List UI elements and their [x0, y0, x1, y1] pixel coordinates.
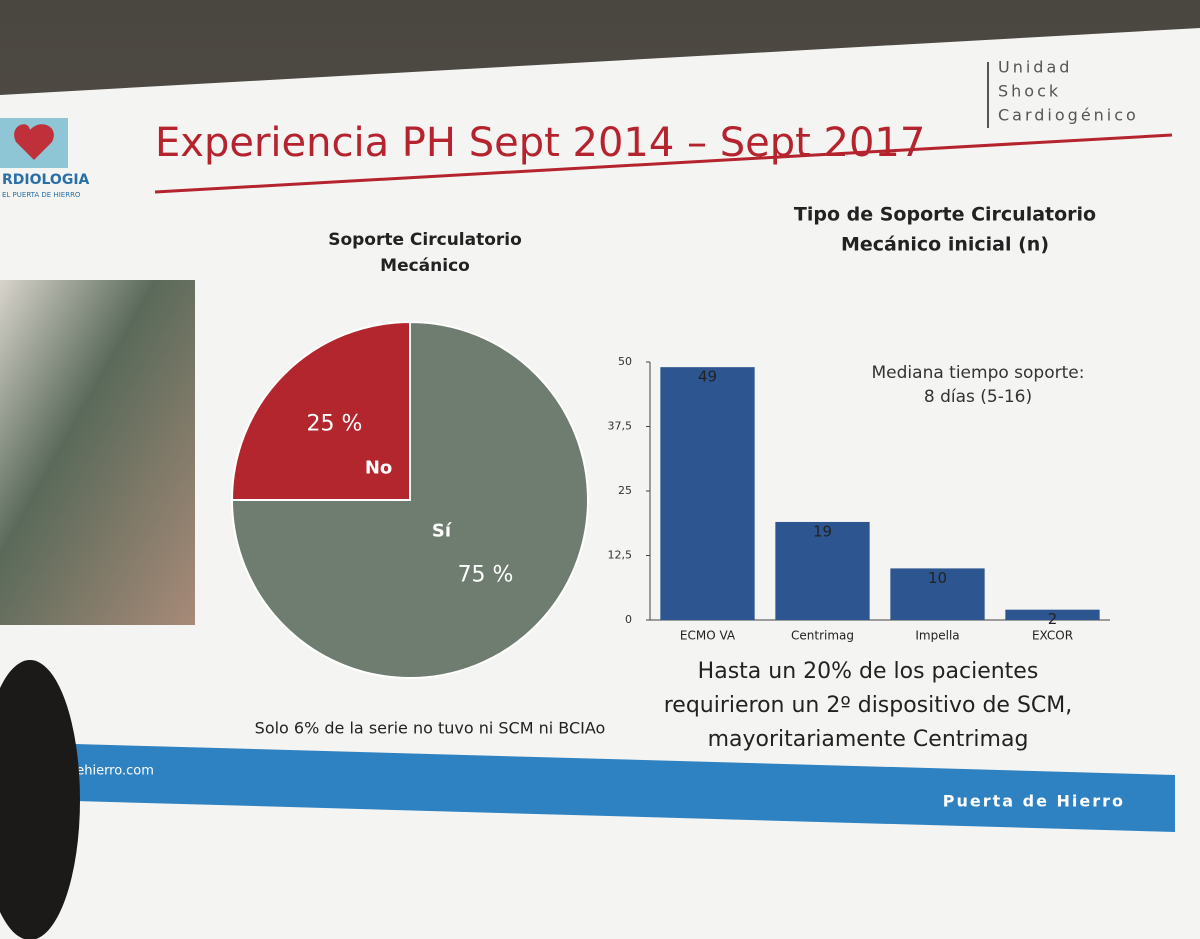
- chart-title: Tipo de Soporte Circulatorio: [794, 204, 1096, 226]
- bar-annotation: Mediana tiempo soporte:: [872, 363, 1085, 383]
- bar: [890, 568, 985, 620]
- title-rule: [154, 133, 1173, 194]
- y-tick-label: 12,5: [608, 549, 633, 562]
- x-tick-label: Impella: [915, 629, 959, 643]
- bar: [660, 367, 755, 620]
- x-tick-label: Centrimag: [791, 629, 854, 643]
- slide-title: Experiencia PH Sept 2014 – Sept 2017: [155, 120, 925, 166]
- heart-icon: [14, 124, 54, 160]
- chart-title: Soporte Circulatorio: [328, 230, 522, 250]
- presenter-silhouette: [0, 660, 80, 939]
- unit-logo-line: Unidad: [998, 58, 1072, 77]
- dept-logo-sub: EL PUERTA DE HIERRO: [2, 191, 81, 199]
- footer-band: [40, 743, 1175, 832]
- footer-brand: Puerta de Hierro: [943, 792, 1125, 811]
- unit-logo-line: Shock: [998, 82, 1061, 101]
- pie-note: Solo 6% de la serie no tuvo ni SCM ni BC…: [255, 719, 606, 738]
- x-tick-label: ECMO VA: [680, 629, 736, 643]
- data-label: 10: [928, 569, 947, 587]
- unit-logo-line: Cardiogénico: [998, 106, 1139, 125]
- data-label: 19: [813, 522, 832, 540]
- category-label: Sí: [432, 520, 452, 541]
- bar: [1005, 609, 1100, 620]
- pie-slice: [230, 320, 589, 679]
- chart-title: Mecánico inicial (n): [841, 234, 1049, 256]
- category-label: No: [365, 458, 392, 479]
- bar-note: Hasta un 20% de los pacientes: [698, 659, 1039, 684]
- x-tick-label: EXCOR: [1032, 629, 1073, 643]
- photo: [0, 280, 195, 625]
- pie-slice: [230, 320, 411, 501]
- value-label: 25 %: [307, 411, 363, 436]
- bar-note: requirieron un 2º dispositivo de SCM,: [664, 693, 1073, 718]
- slide: [0, 28, 1200, 939]
- value-label: 75 %: [458, 563, 514, 588]
- chart-title: Mecánico: [380, 256, 470, 276]
- y-tick-label: 0: [625, 613, 632, 626]
- bar-annotation: 8 días (5-16): [924, 387, 1032, 407]
- footer-url: adehierro.com: [60, 764, 154, 779]
- y-tick-label: 50: [618, 355, 632, 368]
- dept-logo-text: RDIOLOGIA: [2, 172, 90, 188]
- data-label: 2: [1048, 610, 1058, 628]
- bar: [775, 521, 870, 620]
- bar-note: mayoritariamente Centrimag: [708, 727, 1029, 752]
- data-label: 49: [698, 368, 717, 386]
- y-tick-label: 37,5: [608, 420, 633, 433]
- y-tick-label: 25: [618, 484, 632, 497]
